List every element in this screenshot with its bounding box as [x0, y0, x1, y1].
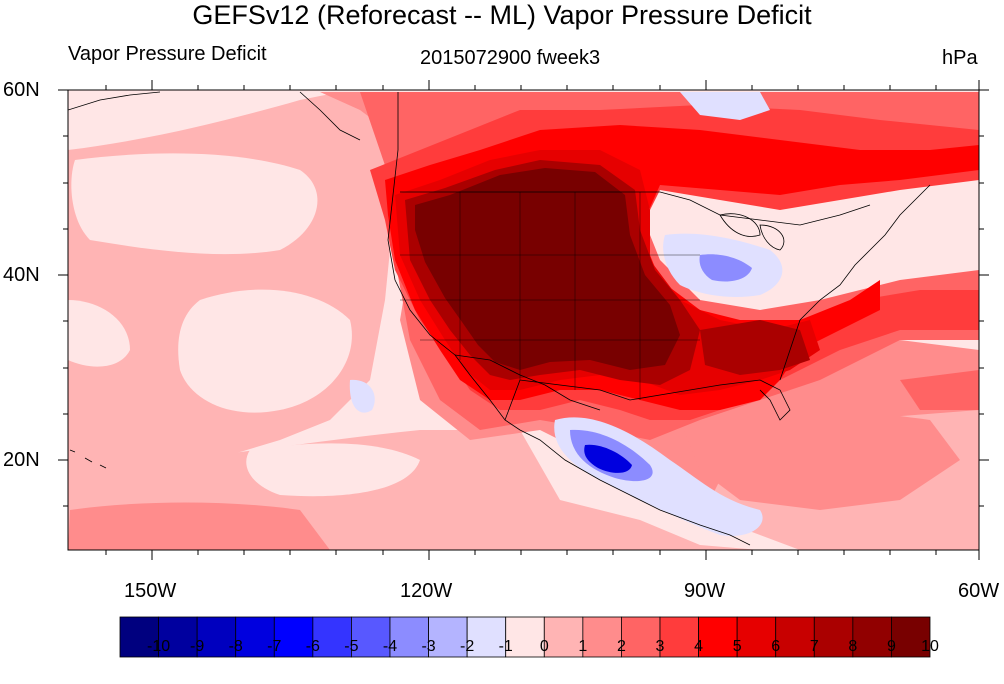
lon-label-90w: 90W: [684, 580, 726, 602]
colorbar-label: 6: [771, 638, 781, 655]
colorbar-label: 1: [578, 638, 588, 655]
colorbar-box: [158, 616, 198, 658]
colorbar-box: [351, 616, 391, 658]
contour-ocean-patch-1: [71, 153, 318, 255]
date-title: 2015072900 fweek3: [420, 47, 601, 69]
main-title: GEFSv12 (Reforecast -- ML) Vapor Pressur…: [192, 0, 812, 30]
colorbar-label: 5: [732, 638, 742, 655]
contour-ocean-patch-3: [68, 300, 130, 367]
colorbar-box: [852, 616, 892, 658]
units-title: hPa: [942, 47, 978, 69]
contour-pink-pacific-south: [68, 502, 330, 550]
colorbar-label: -8: [228, 638, 243, 655]
colorbar-label: 2: [616, 638, 626, 655]
colorbar-label: 3: [655, 638, 665, 655]
colorbar-label: 4: [694, 638, 704, 655]
colorbar-box: [813, 616, 854, 658]
lon-label-150w: 150W: [124, 580, 177, 602]
colorbar-label: -7: [267, 638, 282, 655]
colorbar-label: 8: [848, 638, 858, 655]
axis-ticks: [58, 80, 989, 560]
lat-label-40n: 40N: [3, 264, 40, 286]
colorbar-box: [891, 616, 931, 658]
colorbar-label: -6: [305, 638, 320, 655]
contour-lightblue-canada: [680, 92, 770, 120]
colorbar-box: [466, 616, 507, 658]
state-lines: [400, 192, 700, 400]
contour-bluedark-mexico: [584, 444, 632, 473]
variable-title: Vapor Pressure Deficit: [68, 43, 267, 65]
coastlines: [68, 91, 931, 546]
contour-ocean-patch-4: [246, 443, 420, 497]
colorbar-label: -1: [498, 638, 513, 655]
colorbar-label: 0: [539, 638, 549, 655]
colorbar-box: [428, 616, 468, 658]
map-frame: [67, 89, 980, 551]
colorbar: [119, 616, 931, 658]
lat-label-60n: 60N: [3, 79, 40, 101]
gulf-coast-line: [504, 379, 791, 421]
colorbar-box: [119, 616, 159, 658]
colorbar-box: [621, 616, 661, 658]
contour-darkest-core: [415, 168, 680, 370]
colorbar-label: 7: [809, 638, 819, 655]
colorbar-box: [312, 616, 352, 658]
colorbar-box: [698, 616, 738, 658]
colorbar-box: [543, 616, 584, 658]
contour-pink-caribbean: [680, 408, 960, 510]
contour-lightblue-pacific: [349, 379, 375, 413]
colorbar-label: -2: [460, 638, 475, 655]
contour-ocean-patch-2: [178, 289, 352, 413]
colorbar-label: 10: [921, 638, 939, 655]
colorbar-label: -3: [421, 638, 436, 655]
lon-label-120w: 120W: [400, 580, 453, 602]
colorbar-box: [659, 616, 699, 658]
vpd-field: [68, 90, 979, 550]
colorbar-label: 9: [886, 638, 896, 655]
colorbar-label: -4: [382, 638, 398, 655]
us-mexico-border: [454, 354, 601, 411]
hawaii-islands: [69, 449, 107, 469]
west-coast-line: [387, 92, 751, 546]
colorbar-box: [736, 616, 777, 658]
east-coast-line: [779, 184, 931, 381]
contour-salmon-atlantic: [900, 370, 979, 410]
colorbar-label: -5: [344, 638, 359, 655]
lat-label-20n: 20N: [3, 449, 40, 471]
great-lakes: [719, 213, 785, 251]
colorbar-box: [775, 616, 815, 658]
alaska-coast: [68, 91, 361, 141]
colorbar-box: [505, 616, 545, 658]
colorbar-label: -10: [147, 638, 171, 655]
lon-label-60w: 60W: [958, 580, 1000, 602]
colorbar-box: [582, 616, 622, 658]
colorbar-box: [235, 616, 275, 658]
contour-darkred-southeast: [700, 320, 810, 375]
contour-bluemid-midwest: [699, 254, 752, 282]
colorbar-label: -9: [190, 638, 205, 655]
colorbar-box: [196, 616, 237, 658]
